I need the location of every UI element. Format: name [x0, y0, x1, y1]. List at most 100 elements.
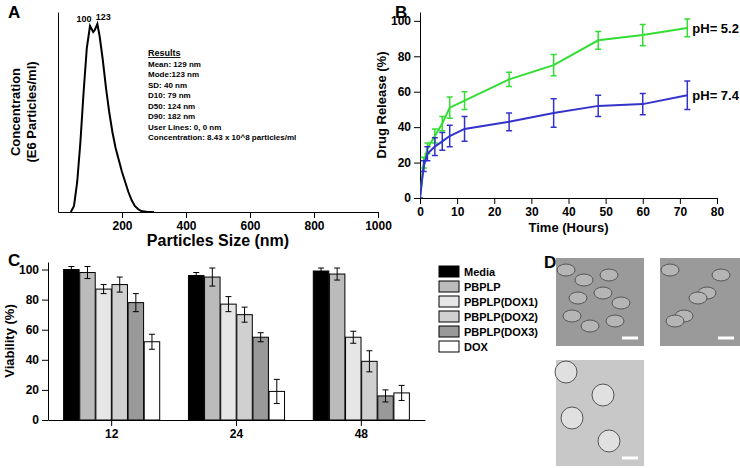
- x-axis-tick-label: 200: [112, 219, 132, 233]
- legend-swatch: [439, 341, 459, 352]
- x-axis: 01020304050607080: [417, 198, 724, 219]
- x-axis-tick-label: 1000: [365, 219, 392, 233]
- x-axis-line: [59, 212, 379, 213]
- y-axis-line: [48, 263, 49, 421]
- error-bar: [595, 31, 601, 49]
- x-axis-tick: 48: [355, 420, 369, 441]
- x-axis-tick-label: 400: [176, 219, 196, 233]
- error-bar: [640, 24, 646, 45]
- error-bar: [258, 333, 264, 342]
- results-text: D90: 182 nm: [148, 112, 195, 121]
- x-axis-tick: 12: [105, 420, 119, 441]
- x-axis-tick-mark: [457, 198, 458, 204]
- y-axis-tick-mark: [414, 56, 420, 57]
- error-bar: [551, 99, 557, 127]
- error-bar: [366, 351, 372, 372]
- x-axis-tick-mark: [494, 198, 495, 204]
- y-axis-tick: 0: [404, 191, 420, 205]
- x-axis: 122448: [49, 420, 426, 441]
- x-axis-tick: 10: [451, 198, 465, 219]
- error-bar: [209, 268, 215, 286]
- error-bar: [462, 92, 468, 110]
- y-axis-tick-mark: [414, 92, 420, 93]
- x-axis-tick-mark: [186, 212, 187, 218]
- x-axis-tick-mark: [314, 212, 315, 218]
- bar: [144, 342, 159, 420]
- legend-swatch: [439, 311, 459, 322]
- error-bar: [684, 19, 690, 37]
- error-bar: [420, 197, 423, 198]
- y-axis-tick-label: 60: [26, 323, 40, 337]
- y-axis-tick-label: 0: [32, 413, 39, 427]
- panel-label: D: [544, 253, 556, 272]
- y-axis-tick: 20: [398, 156, 420, 170]
- x-axis-tick: 800: [304, 212, 324, 233]
- data-line: [420, 95, 687, 198]
- error-bar: [640, 93, 646, 114]
- y-axis-tick-label: 20: [26, 383, 40, 397]
- x-axis-tick-label: 12: [105, 427, 119, 441]
- y-axis-line: [58, 13, 59, 213]
- y-axis-tick-label: 20: [398, 156, 412, 170]
- bar: [205, 277, 220, 420]
- y-axis-tick: 20: [26, 383, 48, 397]
- x-axis-tick: 60: [637, 198, 651, 219]
- y-axis-tick: 100: [19, 263, 48, 277]
- error-bar: [421, 161, 427, 172]
- micrograph: [660, 258, 740, 346]
- x-axis-tick-mark: [122, 212, 123, 218]
- data-line: [420, 28, 687, 198]
- y-axis-tick-mark: [42, 420, 48, 421]
- y-axis-title: (E6 Particles/ml): [24, 61, 39, 162]
- error-bar: [274, 379, 280, 403]
- error-bar: [439, 132, 445, 150]
- legend-label: PBPLP(DOX1): [464, 296, 538, 308]
- y-axis-tick: 40: [26, 353, 48, 367]
- results-text: SD: 40 nm: [148, 81, 187, 90]
- error-bar: [424, 147, 430, 161]
- y-axis: [58, 13, 59, 213]
- legend-label: PBPLP(DOX2): [464, 311, 538, 323]
- error-bar: [399, 385, 405, 400]
- bar: [80, 273, 95, 420]
- x-axis-tick-label: 30: [525, 205, 539, 219]
- x-axis-tick-label: 800: [304, 219, 324, 233]
- x-axis-tick: 400: [176, 212, 196, 233]
- legend-swatch: [439, 281, 459, 292]
- bar: [346, 337, 361, 420]
- y-axis: 020406080100: [19, 263, 49, 428]
- peak-label: 123: [96, 12, 111, 22]
- x-axis-tick-label: 0: [417, 205, 424, 219]
- y-axis-tick-mark: [414, 21, 420, 22]
- legend-swatch: [439, 296, 459, 307]
- error-bar: [420, 197, 423, 198]
- legend-swatch: [439, 326, 459, 337]
- bar: [96, 289, 111, 420]
- x-axis-tick: 50: [599, 198, 613, 219]
- x-axis-tick-label: 20: [488, 205, 502, 219]
- y-axis-tick-label: 40: [398, 120, 412, 134]
- micrograph: [556, 258, 644, 346]
- x-axis-tick: 0: [417, 198, 424, 219]
- x-axis-tick: 600: [240, 212, 260, 233]
- legend-label: PBPLP(DOX3): [464, 326, 538, 338]
- y-axis-tick: 40: [398, 120, 420, 134]
- plot-area: [71, 24, 154, 212]
- bar: [112, 285, 127, 420]
- y-axis-tick-label: 60: [398, 85, 412, 99]
- x-axis-tick: 80: [711, 198, 725, 219]
- error-bar: [439, 117, 445, 131]
- y-axis-tick: 0: [32, 413, 48, 427]
- data-line: [71, 24, 154, 212]
- error-bar: [193, 273, 199, 279]
- x-axis-tick-label: 10: [451, 205, 465, 219]
- bar: [329, 274, 344, 420]
- error-bar: [68, 267, 74, 273]
- x-axis-tick-mark: [378, 212, 379, 218]
- peak-label: 100: [76, 14, 91, 24]
- error-bar: [595, 95, 601, 116]
- error-bar: [506, 72, 512, 86]
- x-axis-tick-label: 80: [711, 205, 725, 219]
- x-axis-tick-mark: [680, 198, 681, 204]
- plot-area: [420, 19, 690, 198]
